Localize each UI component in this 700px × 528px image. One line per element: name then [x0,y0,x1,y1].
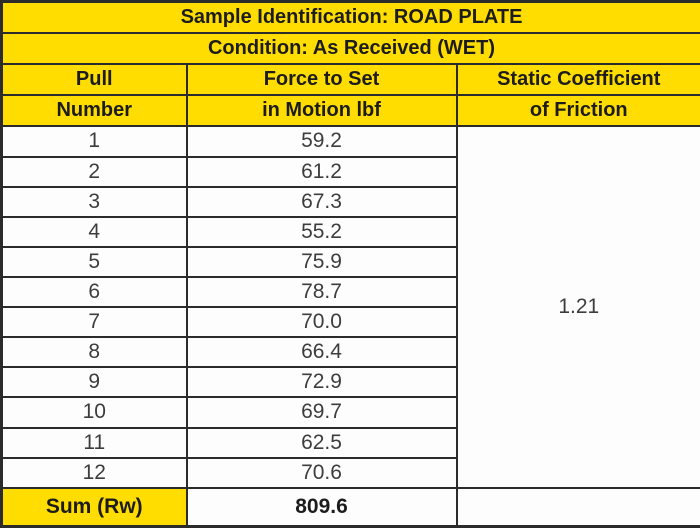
pull-number-cell: 2 [0,155,188,188]
column-header-force: Force to Set [185,63,458,97]
sum-label: Sum (Rw) [0,486,188,528]
table-row: 11 62.5 [0,426,700,459]
table-row: 2 61.2 [0,155,700,188]
force-value-cell: 62.5 [185,426,458,459]
pull-number-cell: 3 [0,185,188,218]
table-row: Condition: As Received (WET) [0,32,700,66]
column-header-coefficient: Static Coefficient [455,63,700,97]
column-header-coefficient-line2: of Friction [455,94,700,128]
table-row: 10 69.7 [0,396,700,429]
force-value-cell: 59.2 [185,125,458,158]
pull-number-cell: 11 [0,426,188,459]
pull-number-cell: 8 [0,336,188,369]
column-header-pull-line2: Number [0,94,188,128]
force-value-cell: 72.9 [185,366,458,399]
pull-number-cell: 10 [0,396,188,429]
sum-value: 809.6 [185,486,458,528]
table-row: 6 78.7 [0,275,700,309]
force-value-cell: 67.3 [185,185,458,218]
pull-number-cell: 12 [0,456,188,489]
table-row: 3 67.3 [0,185,700,218]
force-value-cell: 55.2 [185,215,458,248]
table-row: 1 59.2 1.21 [0,125,700,489]
table-row: 5 75.9 [0,245,700,278]
table-row: 8 66.4 [0,336,700,369]
sample-identification-title: Sample Identification: ROAD PLATE [0,0,700,35]
force-value-cell: 61.2 [185,155,458,188]
pull-number-cell: 5 [0,245,188,278]
table-row: 7 70.0 [0,306,700,339]
sum-row: Sum (Rw) 809.6 [0,486,700,528]
table-row: 12 70.6 [0,456,700,489]
table-row: 9 72.9 [0,366,700,399]
pull-number-cell: 9 [0,366,188,399]
pull-number-cell: 1 [0,125,188,158]
force-value-cell: 69.7 [185,396,458,429]
column-header-force-line2: in Motion lbf [185,94,458,128]
static-coefficient-cell: 1.21 [455,125,700,489]
force-value-cell: 70.0 [185,306,458,339]
table-row: Sample Identification: ROAD PLATE [0,0,700,35]
pull-number-cell: 7 [0,306,188,339]
force-value-cell: 75.9 [185,245,458,278]
condition-subtitle: Condition: As Received (WET) [0,32,700,66]
pull-number-cell: 6 [0,275,188,309]
column-header-pull: Pull [0,63,188,97]
table-row: 4 55.2 [0,215,700,248]
force-value-cell: 78.7 [185,275,458,309]
pull-number-cell: 4 [0,215,188,248]
table-header-row: Pull Force to Set Static Coefficient [0,63,700,97]
force-value-cell: 66.4 [185,336,458,369]
sum-coefficient-empty-cell [455,486,700,528]
force-value-cell: 70.6 [185,456,458,489]
table-header-row: Number in Motion lbf of Friction [0,94,700,128]
